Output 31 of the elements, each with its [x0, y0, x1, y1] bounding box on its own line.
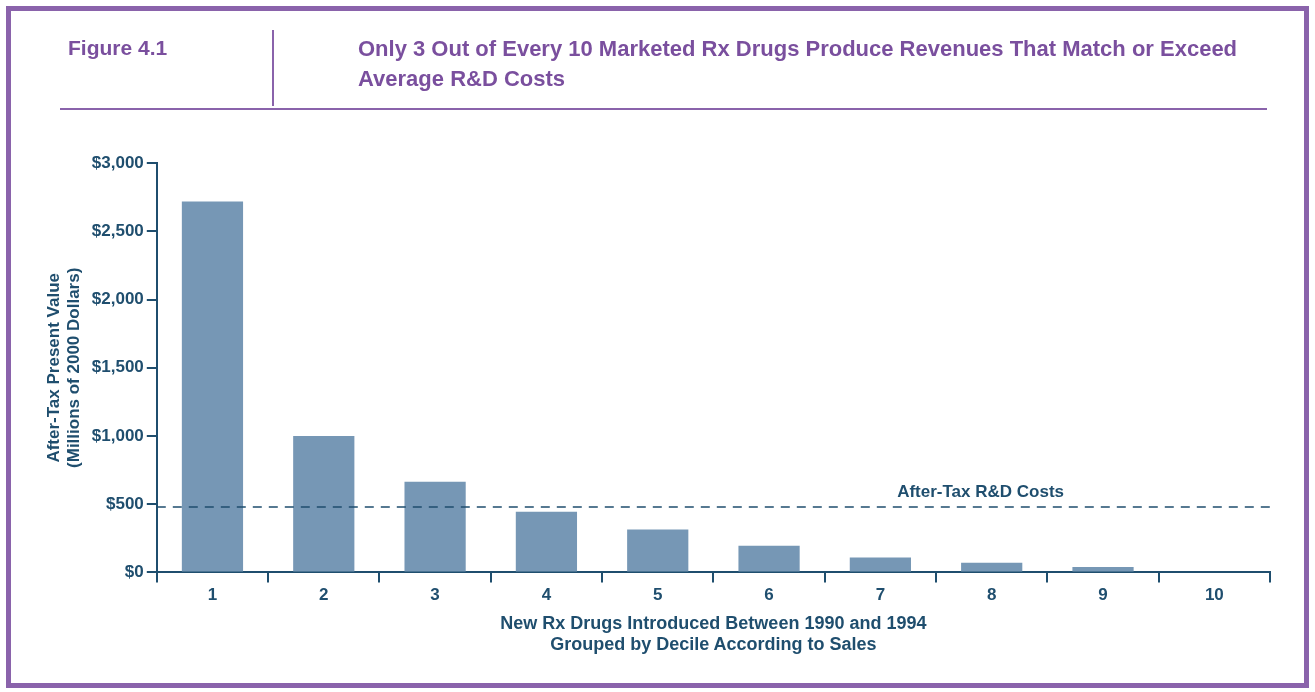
y-tick-label: $0	[124, 562, 144, 582]
x-tick-label: 10	[1204, 585, 1224, 605]
y-tick-label: $1,500	[91, 357, 144, 377]
bar	[627, 529, 689, 572]
x-tick-label: 5	[653, 585, 663, 605]
x-tick-label: 9	[1098, 585, 1108, 605]
x-tick-label: 2	[319, 585, 329, 605]
bar	[293, 436, 355, 572]
y-tick-label: $2,000	[91, 289, 144, 309]
x-tick-label: 8	[986, 585, 997, 605]
bar	[404, 481, 466, 572]
bar	[849, 557, 911, 572]
bar	[515, 511, 578, 572]
y-tick-label: $3,000	[91, 152, 144, 172]
x-axis-title: New Rx Drugs Introduced Between 1990 and 1994 Grouped by Decile According to Sales	[500, 612, 927, 655]
y-tick-label: $500	[105, 493, 144, 513]
x-tick-label: 1	[207, 585, 218, 605]
x-tick-label: 7	[875, 585, 886, 605]
x-tick-label: 4	[541, 585, 552, 605]
bar	[1072, 566, 1134, 572]
x-tick-label: 3	[430, 585, 440, 605]
y-tick-label: $2,500	[91, 221, 144, 241]
x-tick-label: 6	[764, 585, 774, 605]
y-axis-title: After-Tax Present Value (Millions of 2000 Dollars)	[43, 267, 84, 468]
bar	[961, 562, 1023, 572]
caption: Figure 4.1	[68, 36, 168, 60]
bar	[738, 545, 800, 572]
y-tick-label: $1,000	[91, 425, 144, 445]
ref-line-label: After-Tax R&D Costs	[897, 482, 1064, 502]
chart-title: Only 3 Out of Every 10 Marketed Rx Drugs Produce Revenues That Match or Exceed Average R&D Costs	[358, 35, 1238, 93]
bar	[181, 201, 244, 572]
